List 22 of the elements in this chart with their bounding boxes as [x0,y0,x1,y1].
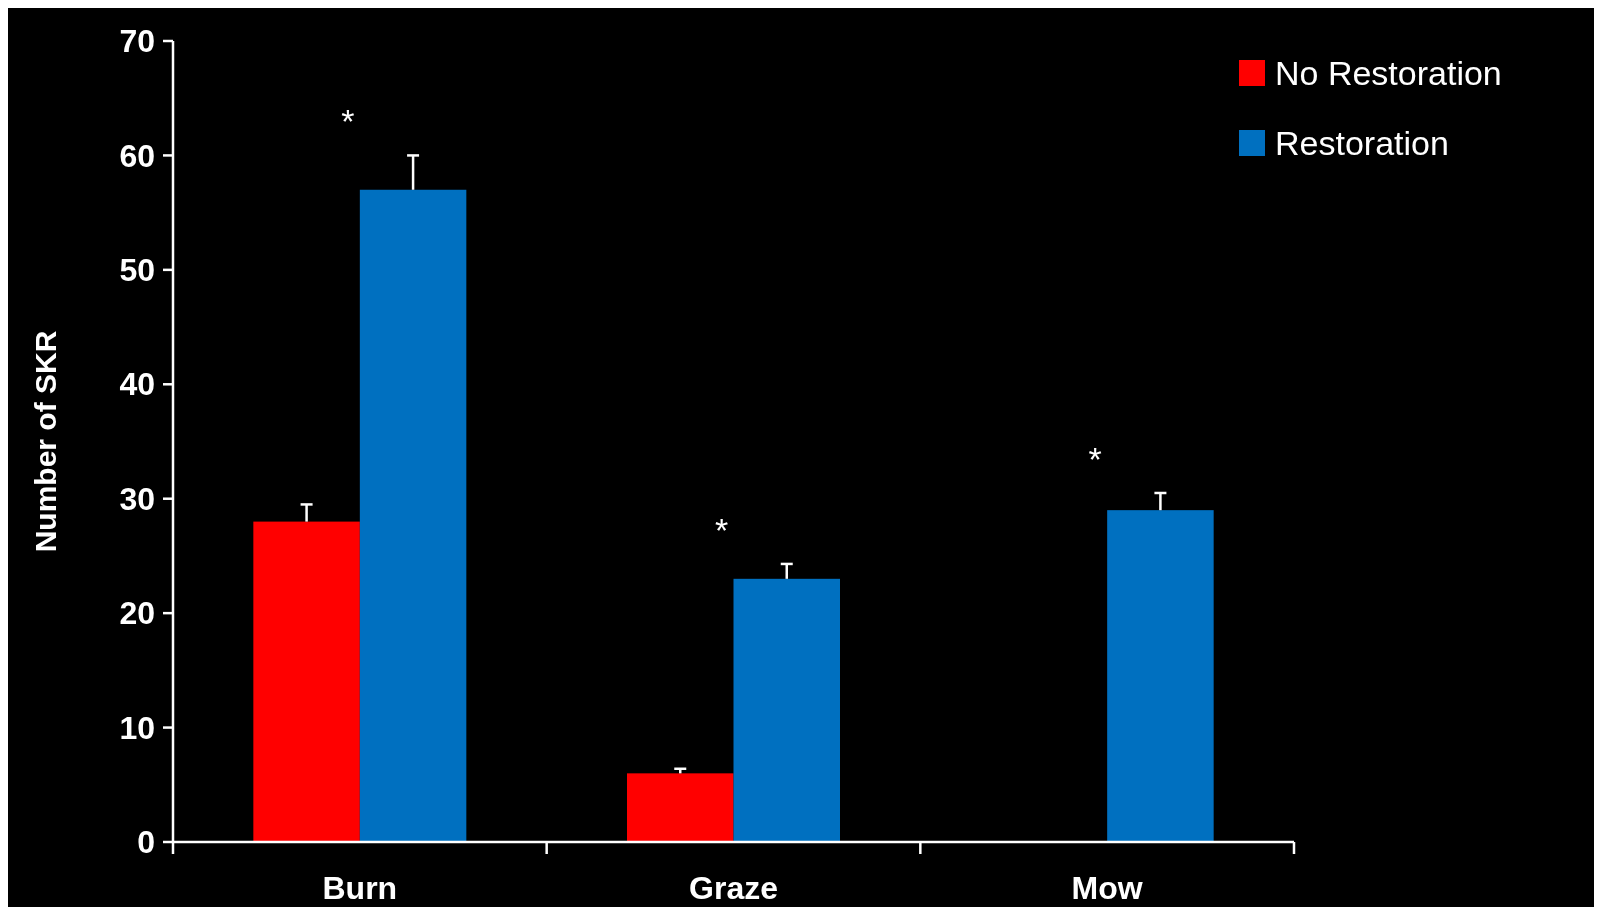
x-tick-label: Graze [689,870,778,906]
y-tick-label: 70 [119,23,155,60]
bar [253,521,360,842]
y-tick-label: 50 [119,252,155,289]
y-tick-label: 60 [119,137,155,174]
annotation: * [1088,439,1102,478]
bar [1107,510,1214,842]
y-tick-label: 40 [119,366,155,403]
y-axis-title: Number of SKR [29,330,62,553]
bar [627,773,734,842]
y-tick-label: 0 [137,824,155,861]
x-tick-label: Mow [1071,870,1143,906]
annotation: * [714,510,729,549]
x-tick-label: Burn [322,870,398,906]
bar [733,578,840,842]
bar [359,189,467,842]
y-tick-label: 30 [119,480,155,517]
y-tick-label: 10 [119,709,155,746]
y-tick-label: 20 [119,595,155,632]
annotation: * [341,102,355,141]
legend-label: Restoration [1275,123,1449,162]
legend-label: No Restoration [1275,53,1502,92]
